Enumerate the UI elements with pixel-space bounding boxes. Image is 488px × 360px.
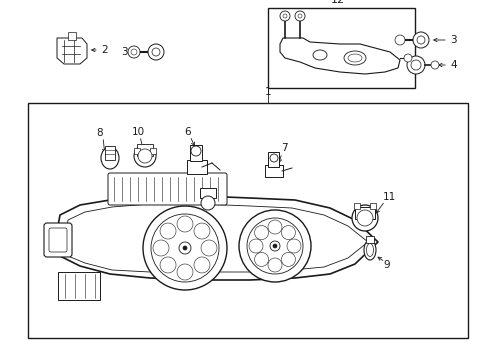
Bar [134,148,140,154]
Bar [353,203,359,209]
Circle shape [201,196,215,210]
FancyBboxPatch shape [44,223,72,257]
Circle shape [160,257,176,273]
Circle shape [160,223,176,239]
Bar [365,236,373,243]
Ellipse shape [363,240,375,260]
Circle shape [280,11,289,21]
Circle shape [191,146,201,156]
Circle shape [254,226,268,239]
Circle shape [416,36,424,44]
Circle shape [246,218,303,274]
Circle shape [134,145,156,167]
Circle shape [412,32,428,48]
Bar [267,152,279,167]
Bar [105,146,115,160]
Circle shape [403,54,411,62]
Circle shape [152,48,160,56]
Polygon shape [57,38,87,64]
Text: 8: 8 [97,128,103,138]
Text: 7: 7 [280,143,287,153]
Bar [137,144,153,156]
Text: 2: 2 [101,45,107,55]
Text: 9: 9 [382,260,389,270]
Bar [264,165,283,177]
Bar [354,207,374,219]
Circle shape [356,210,372,226]
Ellipse shape [343,51,365,65]
Circle shape [269,241,280,251]
Text: 1: 1 [264,87,271,97]
Bar [28,103,467,338]
Circle shape [267,258,282,272]
Text: 11: 11 [382,192,395,202]
Circle shape [294,11,305,21]
Bar [267,8,414,88]
Circle shape [201,240,217,256]
FancyBboxPatch shape [49,228,67,252]
Circle shape [286,239,301,253]
Circle shape [183,246,186,250]
Circle shape [248,239,263,253]
Text: 3: 3 [121,47,128,57]
Circle shape [283,14,286,18]
Bar [200,188,216,198]
Circle shape [267,220,282,234]
Text: 3: 3 [449,35,456,45]
Ellipse shape [347,54,361,62]
Circle shape [430,61,438,69]
Circle shape [281,226,295,239]
Circle shape [297,14,302,18]
Text: 6: 6 [184,127,191,137]
Bar [190,145,202,161]
Bar [186,160,206,174]
Circle shape [131,49,137,55]
Circle shape [151,214,219,282]
Polygon shape [280,38,399,74]
Ellipse shape [312,50,326,60]
Bar [369,203,375,209]
FancyBboxPatch shape [108,173,226,205]
Bar [68,32,76,40]
Circle shape [179,242,191,254]
Polygon shape [58,272,100,300]
Bar [150,148,156,154]
Circle shape [394,35,404,45]
Text: 4: 4 [449,60,456,70]
Circle shape [142,206,226,290]
Text: 10: 10 [131,127,144,137]
Circle shape [128,46,140,58]
Circle shape [269,154,278,162]
Circle shape [351,205,377,231]
Ellipse shape [101,147,119,169]
Circle shape [239,210,310,282]
Circle shape [148,44,163,60]
Circle shape [410,60,420,70]
Text: 5: 5 [196,168,203,178]
Ellipse shape [366,243,373,256]
Circle shape [177,264,193,280]
Circle shape [406,56,424,74]
Circle shape [194,223,209,239]
Circle shape [153,240,169,256]
Text: 12: 12 [330,0,345,5]
Circle shape [281,252,295,266]
Circle shape [177,216,193,232]
Circle shape [272,244,276,248]
Circle shape [194,257,209,273]
Circle shape [138,149,152,163]
Circle shape [254,252,268,266]
